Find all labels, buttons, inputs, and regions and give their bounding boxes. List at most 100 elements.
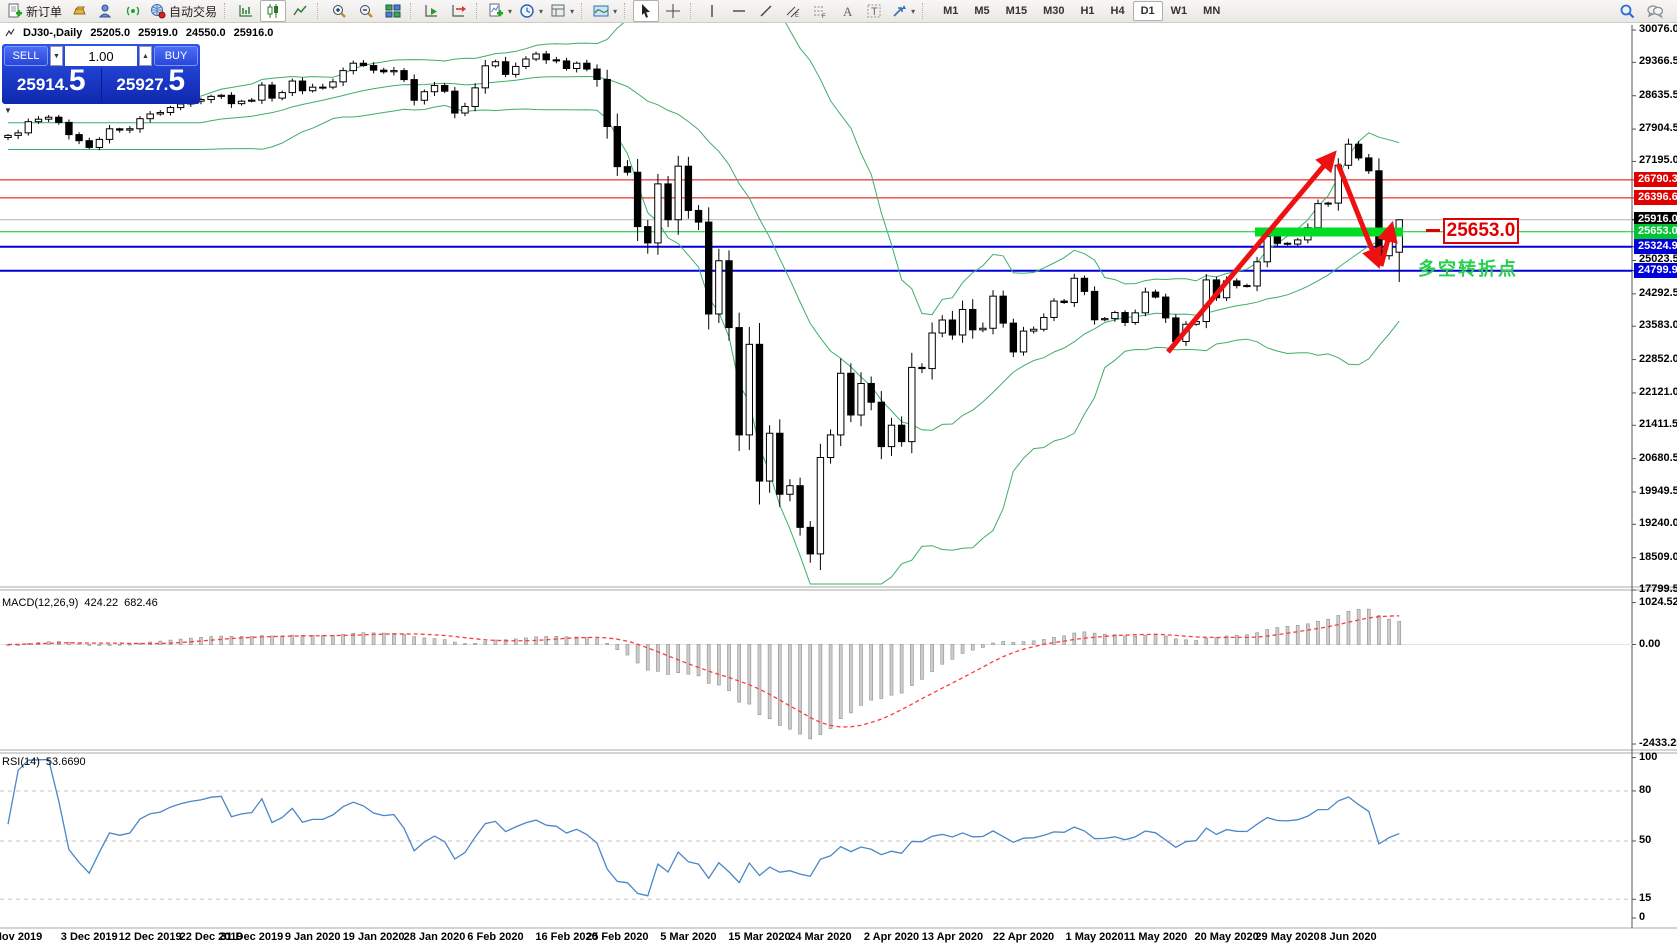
price-badge: 26396.6 <box>1634 189 1677 205</box>
toolbar-separator <box>581 3 586 19</box>
date-label: 12 Dec 2019 <box>118 931 182 943</box>
timeframe-m30-button[interactable]: M30 <box>1043 5 1065 17</box>
macd-signal-value: 682.46 <box>124 597 158 609</box>
timeframe-m1-button[interactable]: M1 <box>943 5 959 17</box>
navigator-button[interactable] <box>93 0 119 22</box>
dropdown-arrow-icon[interactable]: ▾ <box>508 6 513 16</box>
toolbar-separator <box>317 3 322 19</box>
market-watch-button[interactable] <box>66 0 92 22</box>
candlestick-chart-button[interactable] <box>260 0 287 22</box>
timeframe-h1-button[interactable]: H1 <box>1080 5 1095 17</box>
dropdown-arrow-icon[interactable]: ▾ <box>539 6 544 16</box>
chart-shift-button[interactable] <box>446 0 472 22</box>
periods-button[interactable]: ▾ <box>516 0 546 22</box>
volume-down-button[interactable]: ▼ <box>50 46 63 66</box>
price-badge: 25324.9 <box>1634 238 1677 254</box>
price-tick-label: 27195.0 <box>1639 154 1677 167</box>
tile-windows-icon <box>385 4 401 18</box>
new-order-button[interactable]: 新订单 <box>4 0 65 22</box>
bar-chart-button[interactable] <box>233 0 259 22</box>
price-tick-label: 17799.5 <box>1639 583 1677 596</box>
timeframe-m5-button[interactable]: M5 <box>974 5 990 17</box>
toolbar-separator <box>224 3 229 19</box>
line-chart-button[interactable] <box>287 0 313 22</box>
vertical-line-button[interactable] <box>699 0 725 22</box>
equidistant-channel-button[interactable]: E <box>780 0 806 22</box>
text-label-button[interactable]: T <box>861 0 887 22</box>
price-badge: 25916.0 <box>1634 211 1677 227</box>
trendline-button[interactable] <box>753 0 779 22</box>
cursor-button[interactable] <box>633 0 660 22</box>
ohlc-close: 25916.0 <box>233 27 274 39</box>
vertical-line-icon <box>711 5 713 17</box>
chart-window-icon <box>5 28 15 37</box>
timeframe-h4-button[interactable]: H4 <box>1110 5 1125 17</box>
text-button[interactable]: A <box>834 0 860 22</box>
date-label: 3 Dec 2019 <box>60 931 118 943</box>
svg-text:A: A <box>843 4 853 19</box>
volume-up-button[interactable]: ▲ <box>139 46 152 66</box>
price-annotation-box[interactable]: 25653.0 <box>1443 218 1519 244</box>
indicators-button[interactable]: ▾ <box>485 0 515 22</box>
date-label: 24 Mar 2020 <box>789 931 852 943</box>
panel-collapse-arrow[interactable]: ▼ <box>4 106 12 115</box>
arrows-shapes-button[interactable]: ▾ <box>888 0 918 22</box>
indicator-window-button[interactable]: ▾ <box>590 0 620 22</box>
date-label: Nov 2019 <box>0 931 43 943</box>
auto-scroll-icon <box>425 5 438 17</box>
horizontal-line-button[interactable] <box>726 0 752 22</box>
sell-price[interactable]: 25914. 5 <box>2 64 102 102</box>
dropdown-arrow-icon[interactable]: ▾ <box>911 6 916 16</box>
one-click-trade-panel: SELL ▼ 1.00 ▲ BUY 25914. 5 25927. 5 <box>2 44 200 104</box>
buy-button[interactable]: BUY <box>154 46 198 66</box>
rsi-tick-label: 100 <box>1639 750 1658 763</box>
zoom-out-button[interactable] <box>353 0 379 22</box>
chart-shift-icon <box>452 5 467 17</box>
clock-icon <box>520 4 534 18</box>
timeframe-d1-button[interactable]: D1 <box>1132 1 1163 21</box>
price-badge: 25653.0 <box>1634 223 1677 239</box>
turning-point-text[interactable]: 多空转折点 <box>1418 259 1518 279</box>
equidistant-channel-icon: E <box>786 6 800 19</box>
ohlc-open: 25205.0 <box>90 27 131 39</box>
crosshair-button[interactable] <box>660 0 686 22</box>
sell-button[interactable]: SELL <box>4 46 48 66</box>
dropdown-arrow-icon[interactable]: ▾ <box>613 6 618 16</box>
templates-button[interactable]: ▾ <box>547 0 577 22</box>
user-icon <box>98 4 112 18</box>
autotrading-button[interactable]: 自动交易 <box>147 0 220 22</box>
sell-price-int: 25914. <box>16 75 69 94</box>
zoom-in-button[interactable] <box>326 0 352 22</box>
auto-scroll-button[interactable] <box>419 0 445 22</box>
rsi-tick-label: 15 <box>1639 892 1652 905</box>
macd-name: MACD(12,26,9) <box>2 597 79 609</box>
chat-icon[interactable] <box>1647 3 1663 19</box>
price-tick-label: 19949.5 <box>1639 484 1677 497</box>
price-badge: 24799.9 <box>1634 262 1677 278</box>
sell-price-frac: 5 <box>68 64 86 97</box>
fibonacci-button[interactable]: F <box>807 0 833 22</box>
volume-input[interactable]: 1.00 <box>65 46 137 66</box>
cursor-icon <box>642 4 651 18</box>
fibonacci-icon: F <box>814 6 826 19</box>
label-icon: T <box>867 4 881 18</box>
date-label: 13 Apr 2020 <box>921 931 984 943</box>
signals-button[interactable] <box>120 0 146 22</box>
symbol-ohlc-line: DJ30-,Daily 25205.0 25919.0 24550.0 2591… <box>5 27 273 39</box>
timeframe-mn-button[interactable]: MN <box>1203 5 1221 17</box>
svg-text:E: E <box>795 13 799 19</box>
buy-price-frac: 5 <box>168 64 186 97</box>
search-icon[interactable] <box>1619 3 1635 19</box>
timeframe-m15-button[interactable]: M15 <box>1005 5 1028 17</box>
ohlc-low: 24550.0 <box>185 27 226 39</box>
timeframe-group: M1 M5 M15 M30 H1 H4 D1 W1 MN <box>935 1 1228 21</box>
shapes-icon <box>893 5 907 17</box>
buy-price[interactable]: 25927. 5 <box>102 64 201 102</box>
dropdown-arrow-icon[interactable]: ▾ <box>570 6 575 16</box>
date-label: 5 Mar 2020 <box>660 931 717 943</box>
rsi-tick-label: 50 <box>1639 833 1652 846</box>
timeframe-w1-button[interactable]: W1 <box>1170 5 1188 17</box>
toolbar-right <box>1619 3 1673 19</box>
tile-windows-button[interactable] <box>380 0 406 22</box>
